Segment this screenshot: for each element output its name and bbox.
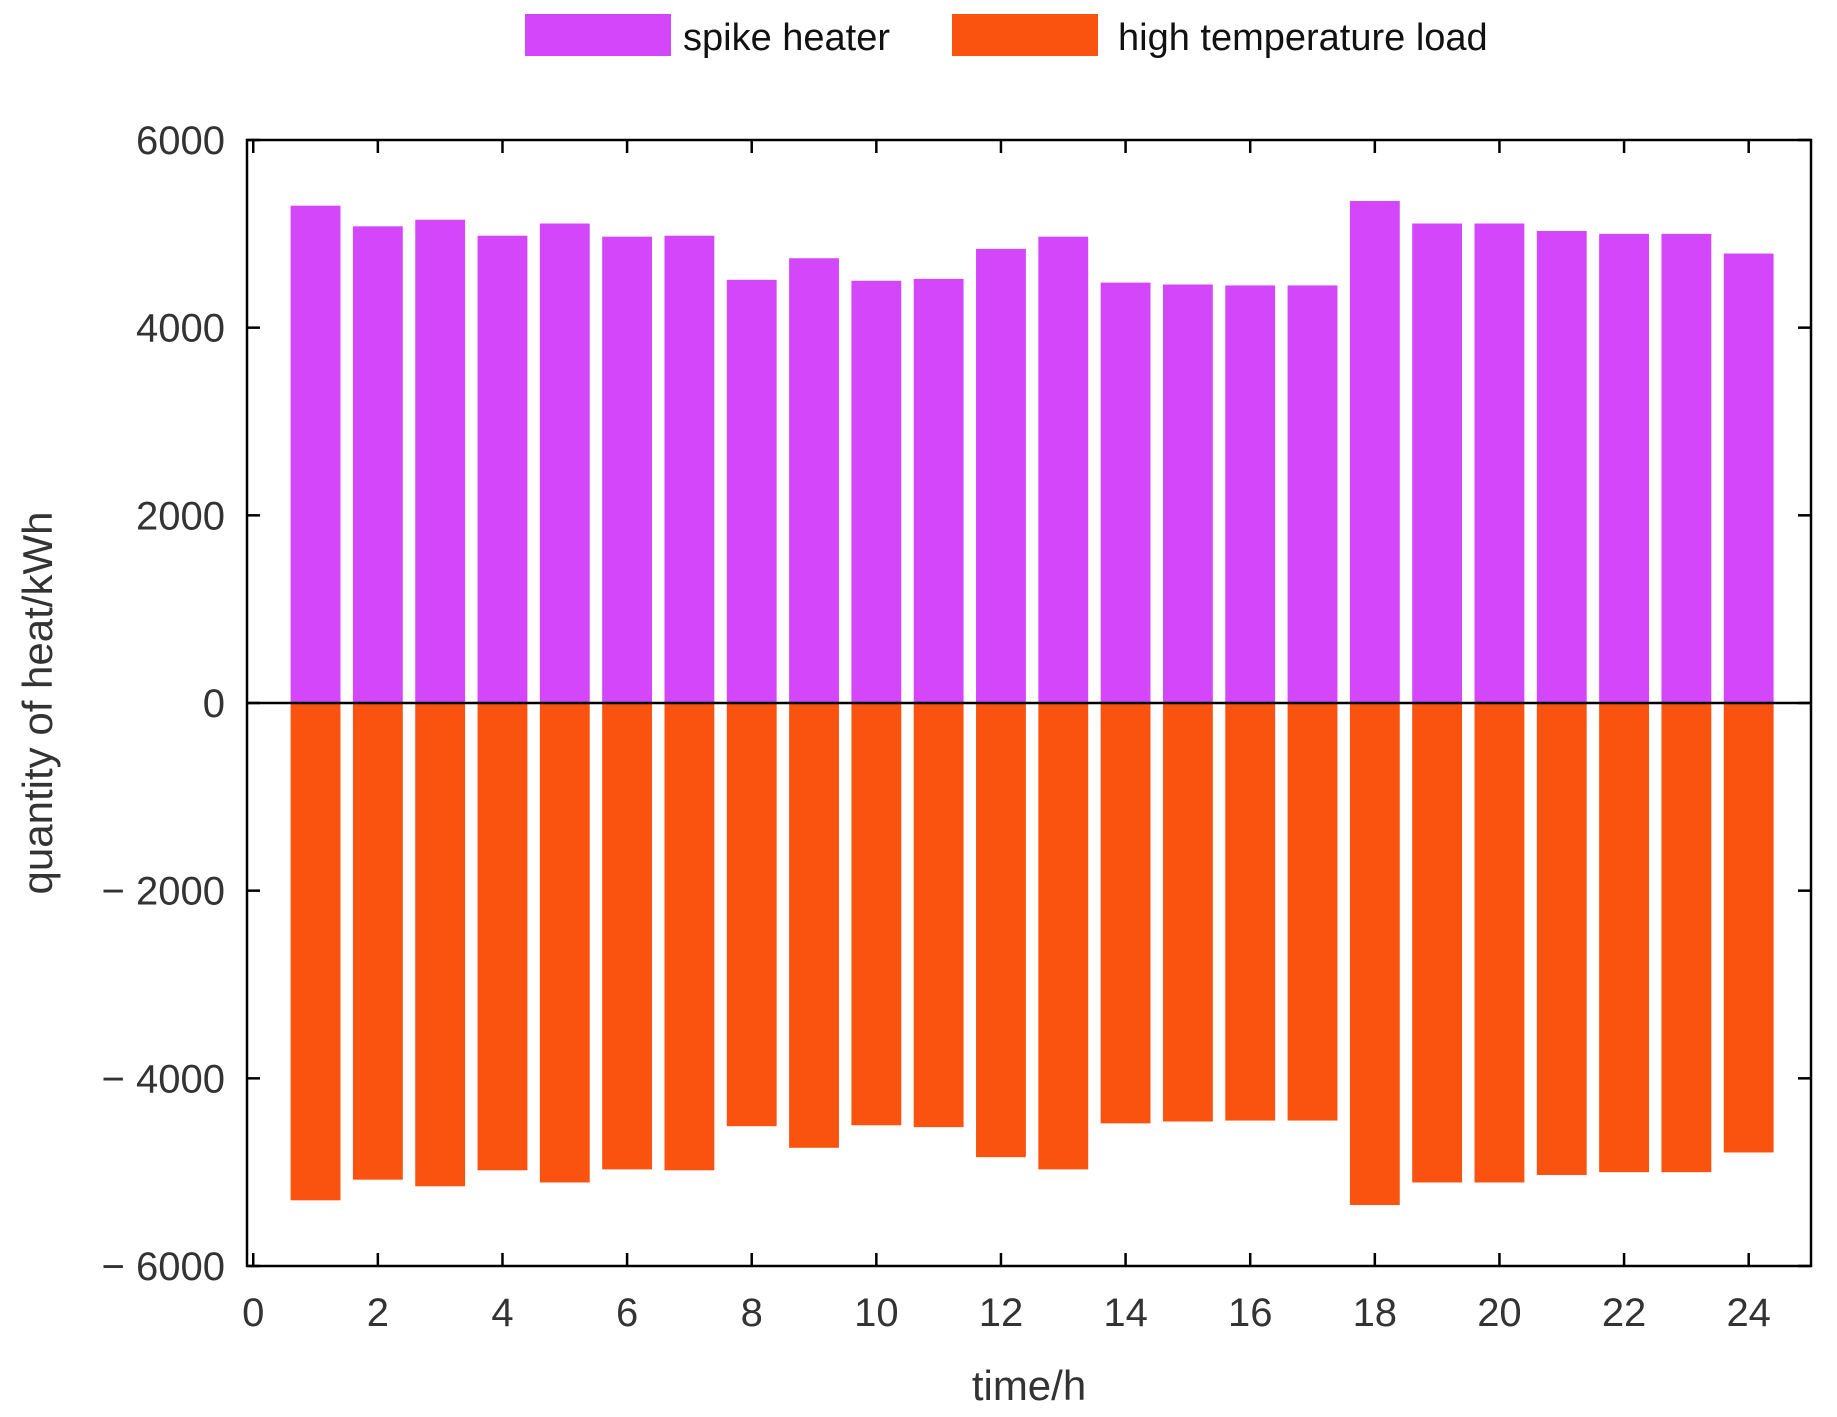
y-tick-label: 0 bbox=[203, 682, 225, 726]
bar-spike-heater-18 bbox=[1349, 200, 1400, 703]
y-axis: 6000 4000 2000 0 − 2000 − 4000 − 6000 bbox=[102, 119, 1811, 1289]
bar-spike-heater-19 bbox=[1412, 223, 1463, 704]
bar-high-temperature-load-17 bbox=[1287, 703, 1338, 1121]
x-tick-label: 10 bbox=[854, 1291, 899, 1335]
x-tick-label: 0 bbox=[242, 1291, 264, 1335]
bar-high-temperature-load-19 bbox=[1412, 703, 1463, 1183]
bar-high-temperature-load-1 bbox=[290, 703, 341, 1201]
bar-high-temperature-load-9 bbox=[789, 703, 839, 1148]
x-axis-label: time/h bbox=[972, 1362, 1086, 1409]
bar-high-temperature-load-23 bbox=[1661, 703, 1712, 1173]
y-tick-label: 2000 bbox=[136, 494, 225, 538]
bar-high-temperature-load-20 bbox=[1474, 703, 1525, 1183]
x-tick-label: 2 bbox=[367, 1291, 389, 1335]
bar-high-temperature-load-10 bbox=[851, 703, 902, 1126]
bar-spike-heater-24 bbox=[1723, 253, 1774, 703]
bar-spike-heater-6 bbox=[602, 236, 653, 704]
bar-high-temperature-load-16 bbox=[1225, 703, 1276, 1121]
bar-spike-heater-20 bbox=[1474, 223, 1525, 704]
y-tick-label: 4000 bbox=[136, 307, 225, 351]
x-tick-label: 6 bbox=[616, 1291, 638, 1335]
x-tick-label: 22 bbox=[1602, 1291, 1647, 1335]
legend-label-spike-heater: spike heater bbox=[683, 17, 890, 59]
bar-spike-heater-7 bbox=[664, 235, 715, 703]
x-tick-label: 8 bbox=[741, 1291, 763, 1335]
bar-spike-heater-22 bbox=[1599, 233, 1649, 704]
y-tick-label: − 4000 bbox=[102, 1057, 225, 1101]
bar-spike-heater-1 bbox=[290, 205, 341, 703]
x-tick-label: 20 bbox=[1477, 1291, 1522, 1335]
bar-spike-heater-11 bbox=[913, 278, 964, 703]
bar-high-temperature-load-15 bbox=[1162, 703, 1213, 1122]
bar-spike-heater-4 bbox=[477, 235, 528, 703]
legend-swatch-spike-heater bbox=[525, 14, 671, 56]
bar-high-temperature-load-11 bbox=[913, 703, 964, 1128]
bar-high-temperature-load-12 bbox=[976, 703, 1026, 1158]
bar-high-temperature-load-21 bbox=[1536, 703, 1587, 1175]
bar-spike-heater-9 bbox=[789, 258, 839, 703]
legend-swatch-high-temperature-load bbox=[952, 14, 1098, 56]
bar-high-temperature-load-14 bbox=[1100, 703, 1151, 1124]
bar-high-temperature-load-18 bbox=[1349, 703, 1400, 1206]
bar-spike-heater-3 bbox=[415, 219, 466, 703]
bar-spike-heater-17 bbox=[1287, 285, 1338, 703]
bar-high-temperature-load-3 bbox=[415, 703, 466, 1187]
bar-high-temperature-load-5 bbox=[539, 703, 590, 1183]
bar-spike-heater-10 bbox=[851, 280, 902, 703]
bar-spike-heater-15 bbox=[1162, 284, 1213, 703]
bar-spike-heater-13 bbox=[1038, 236, 1089, 704]
bar-high-temperature-load-2 bbox=[352, 703, 403, 1180]
bar-spike-heater-14 bbox=[1100, 282, 1151, 703]
legend-label-high-temperature-load: high temperature load bbox=[1118, 17, 1488, 59]
bar-spike-heater-16 bbox=[1225, 285, 1276, 703]
x-tick-label: 4 bbox=[491, 1291, 513, 1335]
bar-high-temperature-load-6 bbox=[602, 703, 653, 1170]
x-tick-label: 12 bbox=[979, 1291, 1024, 1335]
bars-group bbox=[290, 200, 1774, 1206]
y-axis-label: quantity of heat/kWh bbox=[14, 512, 61, 895]
bar-spike-heater-21 bbox=[1536, 231, 1587, 704]
x-tick-label: 24 bbox=[1726, 1291, 1771, 1335]
y-tick-label: 6000 bbox=[136, 119, 225, 163]
x-tick-label: 18 bbox=[1353, 1291, 1398, 1335]
x-tick-label: 16 bbox=[1228, 1291, 1273, 1335]
bar-high-temperature-load-8 bbox=[726, 703, 777, 1127]
bar-high-temperature-load-24 bbox=[1723, 703, 1774, 1153]
legend: spike heater high temperature load bbox=[525, 14, 1488, 59]
bar-spike-heater-8 bbox=[726, 279, 777, 703]
bar-high-temperature-load-4 bbox=[477, 703, 528, 1171]
bar-high-temperature-load-22 bbox=[1599, 703, 1649, 1173]
bar-high-temperature-load-13 bbox=[1038, 703, 1089, 1170]
bar-spike-heater-5 bbox=[539, 223, 590, 704]
x-axis: 0 2 4 6 8 10 12 14 16 18 20 22 24 bbox=[242, 140, 1771, 1335]
bar-spike-heater-12 bbox=[976, 248, 1026, 703]
x-tick-label: 14 bbox=[1103, 1291, 1148, 1335]
bar-spike-heater-2 bbox=[352, 226, 403, 703]
bar-spike-heater-23 bbox=[1661, 233, 1712, 704]
y-tick-label: − 2000 bbox=[102, 870, 225, 914]
bar-high-temperature-load-7 bbox=[664, 703, 715, 1171]
y-tick-label: − 6000 bbox=[102, 1245, 225, 1289]
